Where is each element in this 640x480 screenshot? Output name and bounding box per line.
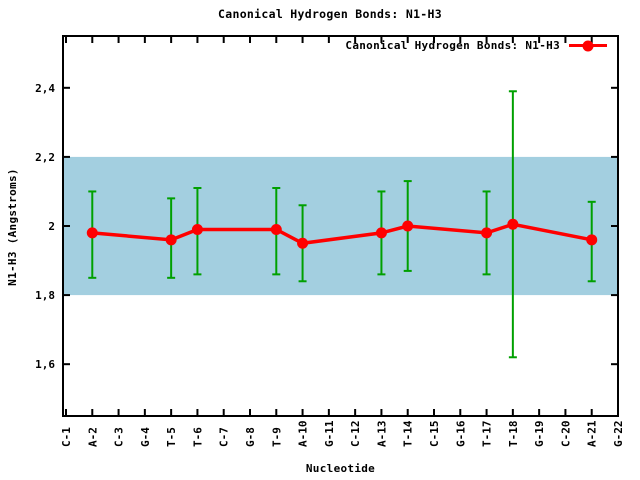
data-point	[402, 220, 414, 232]
y-tick-label: 1,6	[35, 358, 55, 371]
data-line	[92, 222, 593, 246]
data-point	[481, 227, 493, 239]
legend: Canonical Hydrogen Bonds: N1-H3	[345, 39, 607, 52]
legend-line-sample	[569, 40, 607, 51]
x-tick-label: T-17	[481, 421, 494, 447]
x-tick-label: C-3	[113, 427, 126, 447]
x-tick-label: T-5	[165, 427, 178, 447]
x-tick-label: G-16	[454, 420, 467, 447]
y-axis-title: N1-H3 (Angstroms)	[6, 168, 19, 286]
x-axis-title: Nucleotide	[305, 462, 376, 475]
x-tick-label: G-19	[533, 421, 546, 448]
y-tick-label: 1,8	[35, 289, 55, 302]
x-tick-label: A-2	[86, 427, 99, 447]
x-tick-label: G-11	[323, 420, 336, 447]
x-tick-label: T-14	[402, 420, 415, 447]
y-tick-label: 2,4	[35, 82, 55, 95]
x-tick-label: T-9	[270, 427, 283, 447]
chart-title: Canonical Hydrogen Bonds: N1-H3	[218, 7, 442, 21]
data-point	[375, 227, 387, 239]
x-tick-label: C-15	[428, 421, 441, 448]
x-tick-label: A-10	[297, 421, 310, 448]
data-point	[86, 227, 98, 239]
x-tick-label: T-18	[507, 421, 520, 448]
data-point	[191, 223, 203, 235]
data-point	[507, 218, 519, 230]
data-point	[297, 237, 309, 249]
data-point	[165, 234, 177, 246]
legend-label: Canonical Hydrogen Bonds: N1-H3	[345, 39, 560, 52]
x-tick-label: C-1	[60, 427, 73, 447]
x-tick-label: G-22	[612, 421, 625, 448]
y-tick-label: 2	[48, 220, 55, 233]
highlight-band	[63, 156, 618, 296]
x-tick-label: A-21	[586, 420, 599, 447]
x-tick-label: G-8	[244, 427, 257, 447]
plot-border	[62, 35, 619, 417]
x-tick-label: G-4	[139, 427, 152, 447]
x-tick-label: C-12	[349, 421, 362, 448]
data-point	[270, 223, 282, 235]
data-point	[586, 234, 598, 246]
y-tick-label: 2,2	[35, 151, 55, 164]
x-tick-label: A-13	[375, 421, 388, 448]
x-tick-label: C-20	[559, 421, 572, 448]
x-tick-label: C-7	[218, 427, 231, 447]
legend-point-icon	[582, 40, 594, 51]
x-tick-label: T-6	[191, 427, 204, 447]
